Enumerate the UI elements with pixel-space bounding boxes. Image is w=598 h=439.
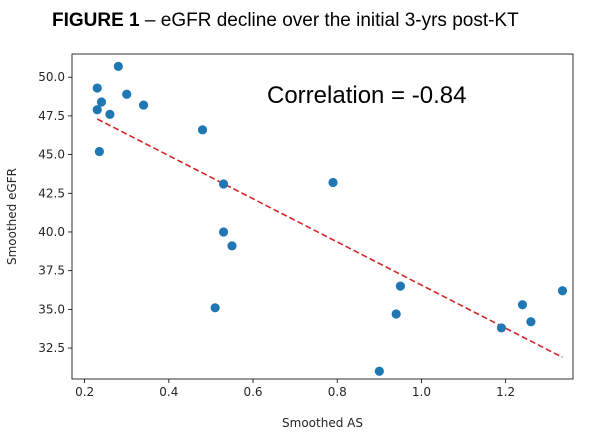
- data-point: [227, 241, 237, 251]
- data-point: [557, 286, 568, 296]
- figure-label: FIGURE 1: [52, 10, 140, 31]
- data-point: [96, 97, 107, 107]
- trend-line: [96, 118, 563, 359]
- x-axis-label: Smoothed AS: [282, 416, 363, 430]
- y-tick-label: 40.0: [38, 225, 65, 239]
- data-point: [395, 281, 405, 291]
- data-point: [526, 317, 536, 327]
- x-tick-label: 0.8: [328, 385, 347, 399]
- y-tick-label: 37.5: [38, 264, 65, 278]
- data-point: [218, 179, 229, 189]
- plot-frame: [71, 53, 574, 380]
- data-point: [496, 323, 507, 333]
- y-axis-label: Smoothed eGFR: [5, 168, 19, 265]
- point-layer: [92, 61, 568, 376]
- y-tick-label: 42.5: [38, 186, 65, 200]
- data-point: [218, 227, 229, 237]
- tick-layer: 0.2 0.4 0.6 0.8 1.0 1.2 32.5 35.0 37.5 40.0 42.5 45…: [38, 70, 515, 399]
- data-point: [113, 61, 123, 71]
- figure-title: FIGURE 1 – eGFR decline over the initial…: [52, 10, 592, 40]
- data-point: [328, 177, 338, 188]
- trend-layer: [96, 118, 563, 359]
- y-tick-label: 35.0: [38, 302, 65, 316]
- x-tick-label: 0.2: [75, 385, 94, 399]
- data-point: [105, 109, 115, 119]
- y-tick-label: 47.5: [38, 109, 65, 123]
- data-point: [138, 100, 149, 110]
- data-point: [391, 309, 401, 319]
- data-point: [92, 105, 102, 115]
- y-tick-label: 50.0: [38, 70, 65, 84]
- data-point: [92, 83, 102, 93]
- data-point: [197, 125, 208, 135]
- correlation-annotation: Correlation = -0.84: [267, 82, 466, 109]
- x-tick-label: 1.0: [412, 385, 431, 399]
- data-point: [374, 366, 384, 376]
- y-tick-label: 32.5: [38, 341, 65, 355]
- data-point: [122, 89, 132, 99]
- data-point: [94, 146, 104, 157]
- data-point: [517, 300, 528, 310]
- y-tick-label: 45.0: [38, 148, 65, 162]
- x-tick-label: 1.2: [496, 385, 515, 399]
- x-tick-label: 0.4: [159, 385, 178, 399]
- figure-title-text: – eGFR decline over the initial 3-yrs po…: [139, 10, 519, 31]
- x-tick-label: 0.6: [243, 385, 262, 399]
- data-point: [210, 303, 220, 313]
